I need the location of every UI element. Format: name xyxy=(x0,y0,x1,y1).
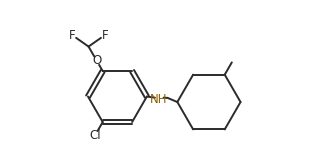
Text: F: F xyxy=(101,29,108,42)
Text: Cl: Cl xyxy=(89,129,101,142)
Text: NH: NH xyxy=(150,93,167,106)
Text: F: F xyxy=(69,29,76,42)
Text: O: O xyxy=(92,54,101,67)
